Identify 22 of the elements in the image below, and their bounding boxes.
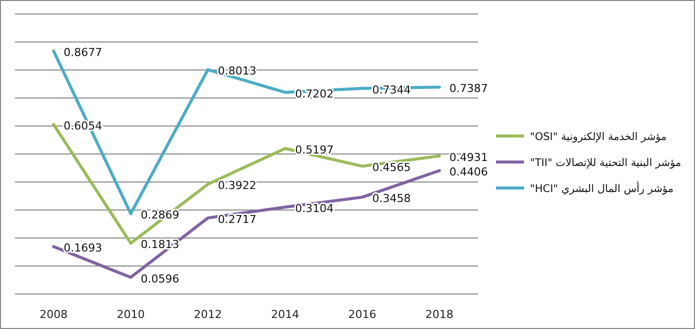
data-label: 0.4406	[449, 166, 488, 179]
data-label: 0.8013	[218, 64, 256, 78]
data-label: 0.7387	[449, 82, 488, 96]
data-label: 0.3922	[218, 179, 256, 192]
x-tick-label: 2008	[40, 308, 68, 321]
x-tick-label: 2016	[348, 308, 376, 321]
data-label: 0.4931	[449, 150, 488, 164]
legend-label: مؤشر البنية التحتية للإتصالات "TII"	[530, 157, 682, 169]
x-tick-label: 2010	[116, 308, 145, 321]
data-label: 0.8677	[64, 46, 102, 60]
data-label: 0.3458	[372, 192, 411, 206]
data-label: 0.0596	[140, 272, 180, 286]
legend-label: مؤشر الخدمة الإلكترونية "OSI"	[530, 131, 667, 143]
x-tick-label: 2012	[194, 308, 222, 321]
x-tick-label: 2018	[425, 308, 454, 321]
data-label: 0.3104	[295, 202, 334, 216]
data-label: 0.2717	[218, 212, 256, 226]
legend-label: مؤشر رأس المال البشري "HCI"	[530, 181, 674, 195]
data-label: 0.5197	[295, 143, 334, 156]
data-label: 0.1693	[64, 242, 102, 255]
x-tick-label: 2014	[271, 308, 300, 321]
data-label: 0.4565	[372, 161, 411, 174]
